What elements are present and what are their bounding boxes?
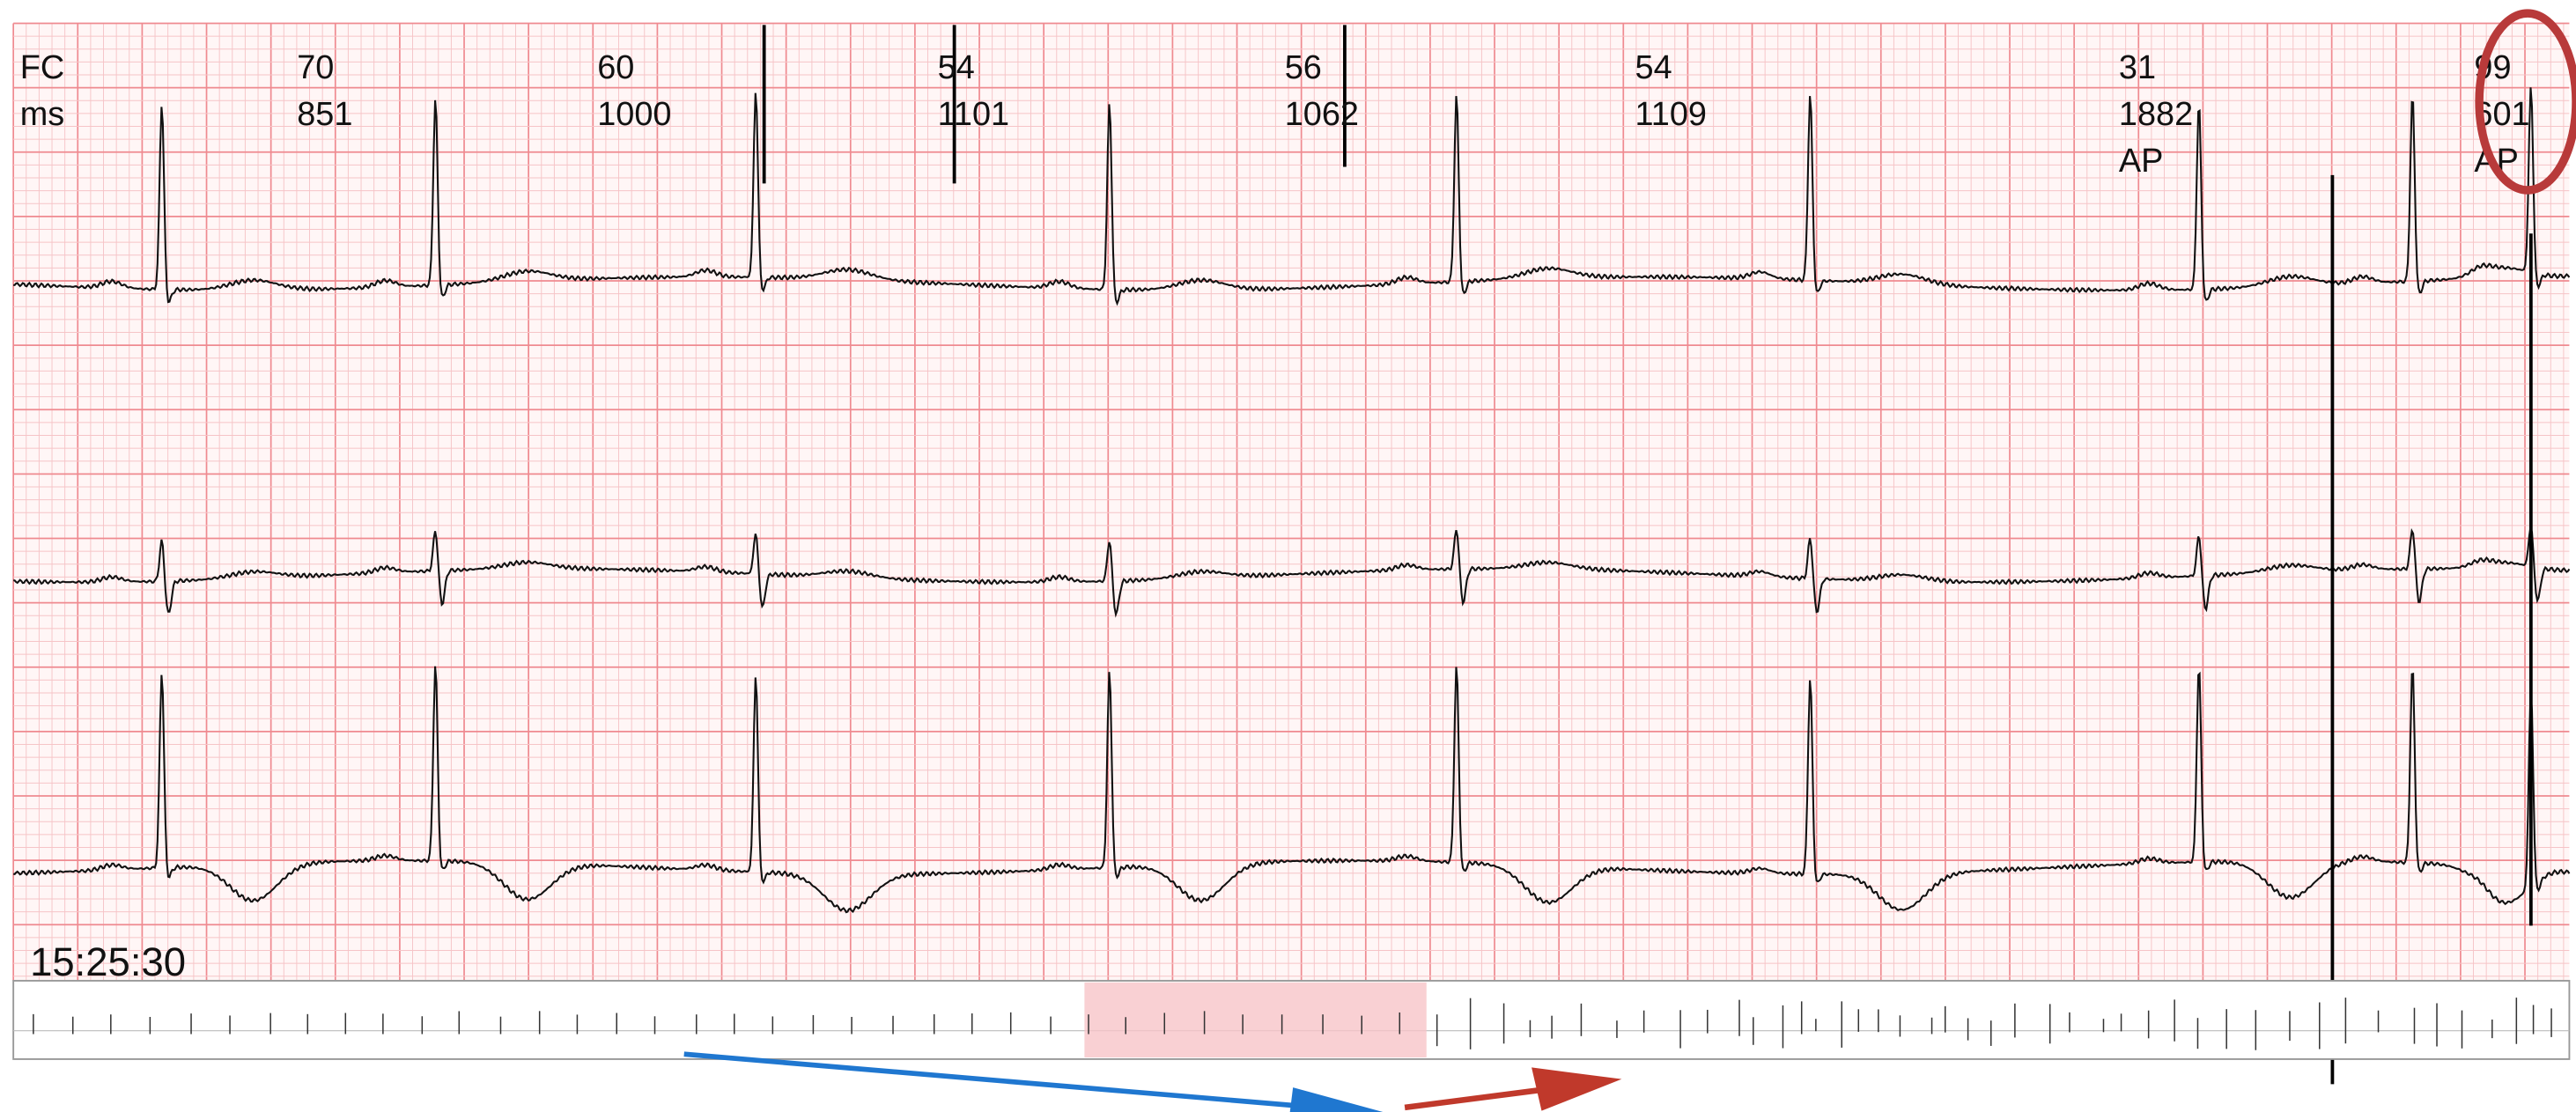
ecg-lead [13,87,2571,306]
red-arrow-head [1532,1067,1622,1111]
heart-rate: 70 [297,49,334,86]
interval-label: ms [20,96,65,133]
red-arrow [1404,1084,1561,1111]
rr-interval: 1882 [2119,96,2193,133]
rate-label: FC [20,49,65,86]
ecg-lead [12,666,2571,914]
rr-interval: 1109 [1635,96,1707,133]
timestamp: 15:25:30 [30,939,186,984]
traces [12,87,2571,914]
heart-rate: 54 [938,49,975,86]
blue-arrow [683,1051,1318,1110]
rr-interval: 1000 [597,96,671,133]
heart-rate: 54 [1635,49,1672,86]
heart-rate: 56 [1285,49,1322,86]
rr-interval: 851 [297,96,352,133]
heart-rate: 31 [2119,49,2156,86]
highlight-circle [2475,9,2576,195]
overview-highlight [1084,982,1427,1058]
overview-trace [33,998,2552,1050]
rr-interval: 1062 [1285,96,1359,133]
ecg-lead [13,527,2571,618]
pacing-artifacts [762,25,2533,1085]
blue-arrow-head [1289,1087,1384,1112]
heart-rate: 60 [597,49,634,86]
grid [12,22,2570,981]
pacing-mark: AP [2119,143,2164,180]
rr-interval: 1101 [938,96,1009,133]
grid-paper [13,23,2570,981]
beat-labels: 70851601000541101561062541109311882AP996… [297,49,2529,180]
